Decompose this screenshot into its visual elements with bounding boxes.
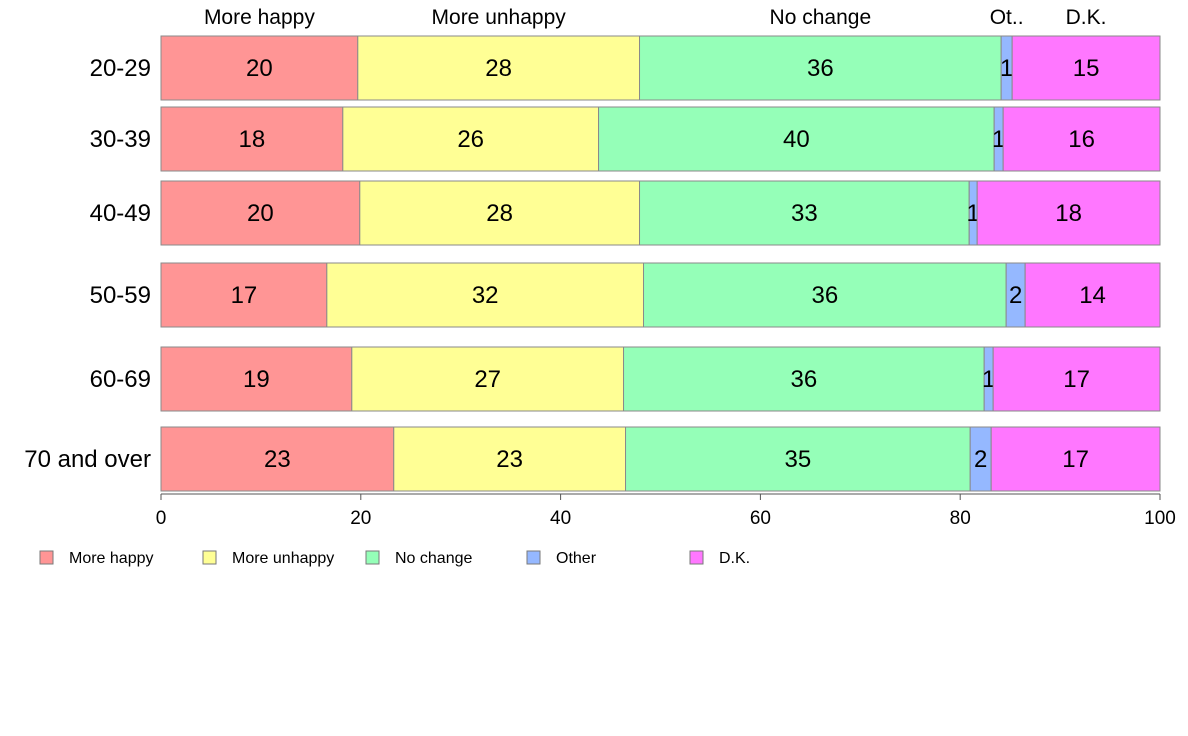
bar-4-4 [992, 346, 1161, 412]
data-label: 35 [785, 446, 812, 473]
x-tick-label: 60 [750, 508, 771, 529]
legend-swatch [202, 550, 217, 565]
bar-2-2 [639, 180, 970, 246]
legend-swatch [689, 550, 704, 565]
data-label: 15 [1073, 55, 1100, 82]
category-label: 40-49 [90, 200, 151, 227]
data-label: 1 [992, 126, 1005, 153]
legend-swatch [39, 550, 54, 565]
data-label: 33 [791, 200, 818, 227]
bar-0-2 [160, 180, 361, 246]
x-tick-label: 100 [1144, 508, 1176, 529]
data-label: 19 [243, 366, 270, 393]
bar-1-4 [351, 346, 625, 412]
data-label: 32 [472, 282, 499, 309]
data-label: 20 [247, 200, 274, 227]
data-label: 2 [974, 446, 987, 473]
x-tick-label: 40 [550, 508, 571, 529]
data-label: 27 [474, 366, 501, 393]
data-label: 1 [967, 200, 980, 227]
column-header: Ot.. [990, 6, 1024, 29]
category-label: 50-59 [90, 282, 151, 309]
bars: 20 28 36 1 15 18 26 40 1 16 20 28 33 1 18 17 32 36 2 14 19 27… [160, 35, 1161, 492]
bar-2-3 [643, 262, 1007, 328]
legend-label: More unhappy [232, 550, 334, 567]
legend: More happy More unhappy No change Other D.K. [39, 550, 750, 567]
data-label: 28 [486, 200, 513, 227]
category-label: 20-29 [90, 55, 151, 82]
data-label: 36 [811, 282, 838, 309]
data-label: 28 [485, 55, 512, 82]
category-label: 70 and over [24, 446, 151, 473]
x-axis: 0 20 40 60 80 100 [156, 493, 1176, 529]
legend-swatch [365, 550, 380, 565]
legend-label: D.K. [719, 550, 750, 567]
bar-1-1 [342, 106, 600, 172]
data-label: 17 [1062, 446, 1089, 473]
x-tick-label: 0 [156, 508, 167, 529]
x-tick-label: 80 [950, 508, 971, 529]
legend-label: No change [395, 550, 472, 567]
column-header: More unhappy [432, 6, 567, 29]
bar-4-0 [1011, 35, 1161, 101]
data-label: 40 [783, 126, 810, 153]
column-headers: More happy More unhappy No change Ot.. D.K. [204, 6, 1107, 29]
data-label: 23 [264, 446, 291, 473]
data-label: 1 [1000, 55, 1013, 82]
bar-2-0 [639, 35, 1002, 101]
bar-2-4 [623, 346, 985, 412]
legend-label: Other [556, 550, 597, 567]
column-header: D.K. [1066, 6, 1107, 29]
bar-1-2 [359, 180, 641, 246]
bar-2-5 [625, 426, 971, 492]
legend-swatch [526, 550, 541, 565]
data-label: 20 [246, 55, 273, 82]
column-header: No change [770, 6, 872, 29]
column-header: More happy [204, 6, 315, 29]
bar-1-0 [357, 35, 641, 101]
bar-2-1 [598, 106, 995, 172]
category-label: 60-69 [90, 366, 151, 393]
data-label: 1 [982, 366, 995, 393]
bar-0-3 [160, 262, 328, 328]
bar-1-5 [393, 426, 627, 492]
data-label: 16 [1068, 126, 1095, 153]
data-label: 2 [1009, 282, 1022, 309]
bar-0-4 [160, 346, 353, 412]
bar-0-1 [160, 106, 344, 172]
bar-4-5 [990, 426, 1161, 492]
data-label: 14 [1079, 282, 1106, 309]
bar-0-5 [160, 426, 395, 492]
bar-4-2 [976, 180, 1161, 246]
data-label: 36 [791, 366, 818, 393]
category-labels: 20-29 30-39 40-49 50-59 60-69 70 and over [24, 55, 151, 473]
x-tick-label: 20 [350, 508, 371, 529]
bar-4-3 [1024, 262, 1161, 328]
bar-0-0 [160, 35, 359, 101]
data-label: 26 [457, 126, 484, 153]
data-label: 18 [239, 126, 266, 153]
data-label: 17 [1063, 366, 1090, 393]
data-label: 23 [496, 446, 523, 473]
bar-4-1 [1002, 106, 1161, 172]
data-label: 36 [807, 55, 834, 82]
legend-label: More happy [69, 550, 154, 567]
data-label: 18 [1055, 200, 1082, 227]
category-label: 30-39 [90, 126, 151, 153]
data-label: 17 [231, 282, 258, 309]
